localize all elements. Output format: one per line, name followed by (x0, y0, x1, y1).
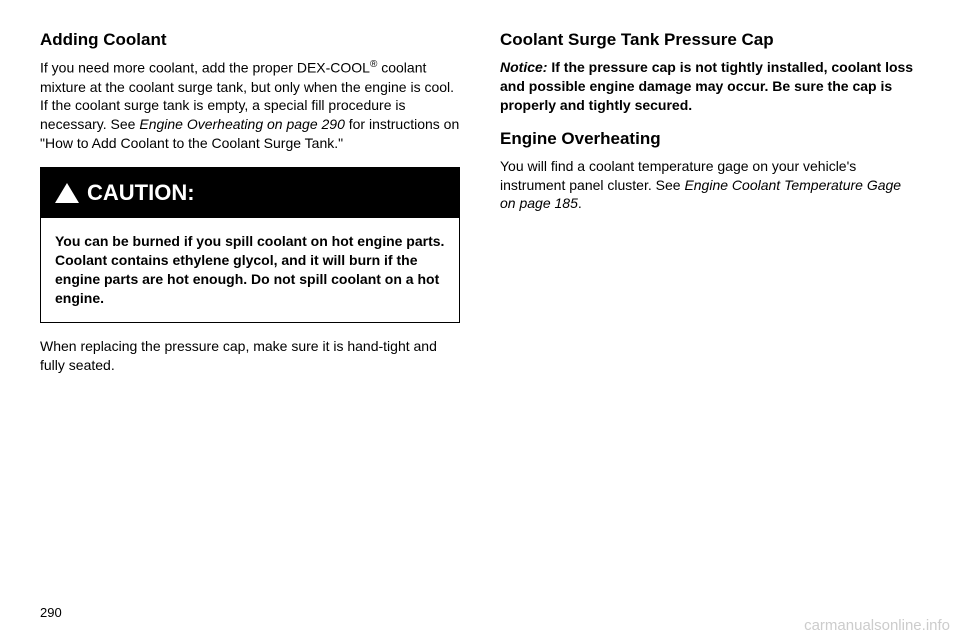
page-content: Adding Coolant If you need more coolant,… (0, 0, 960, 408)
para-adding-coolant: If you need more coolant, add the proper… (40, 58, 460, 153)
notice-label: Notice: (500, 59, 547, 75)
watermark: carmanualsonline.info (804, 617, 950, 634)
text-frag: If you need more coolant, add the proper… (40, 60, 370, 76)
para-pressure-cap-note: When replacing the pressure cap, make su… (40, 337, 460, 375)
para-notice: Notice: If the pressure cap is not tight… (500, 58, 920, 115)
warning-triangle-icon (55, 183, 79, 203)
right-column: Coolant Surge Tank Pressure Cap Notice: … (500, 30, 920, 388)
caution-header: CAUTION: (41, 168, 459, 218)
caution-label: CAUTION: (87, 180, 195, 206)
notice-body: If the pressure cap is not tightly insta… (500, 59, 913, 113)
page-number: 290 (40, 605, 62, 620)
heading-adding-coolant: Adding Coolant (40, 30, 460, 50)
left-column: Adding Coolant If you need more coolant,… (40, 30, 460, 388)
para-overheating: You will find a coolant temperature gage… (500, 157, 920, 214)
caution-box: CAUTION: You can be burned if you spill … (40, 167, 460, 323)
heading-engine-overheating: Engine Overheating (500, 129, 920, 149)
caution-body: You can be burned if you spill coolant o… (41, 218, 459, 322)
xref-engine-overheating: Engine Overheating on page 290 (139, 116, 345, 132)
text-frag: . (578, 195, 582, 211)
heading-surge-tank-cap: Coolant Surge Tank Pressure Cap (500, 30, 920, 50)
